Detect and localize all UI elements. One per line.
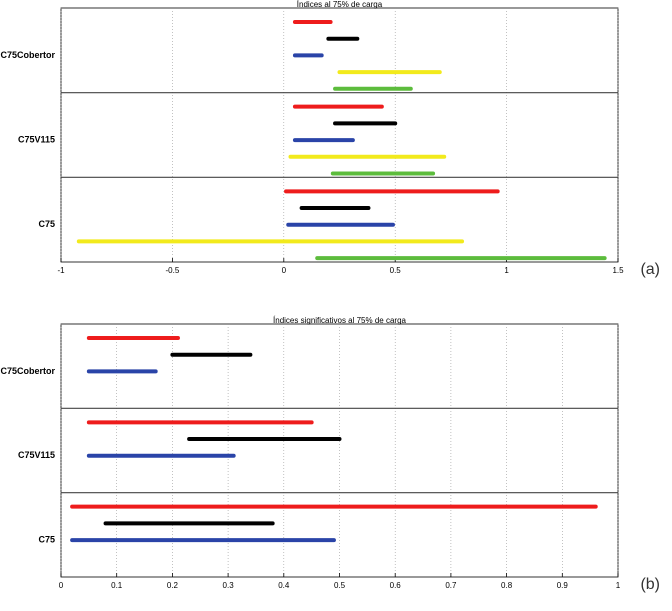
category-label: C75 bbox=[38, 534, 55, 544]
panel-label: (b) bbox=[640, 576, 660, 593]
x-tick-label: 0.1 bbox=[111, 581, 123, 590]
x-tick-label: 0.5 bbox=[390, 266, 402, 275]
chart-title: Índices al 75% de carga bbox=[297, 0, 383, 9]
x-tick-label: -0.5 bbox=[166, 266, 180, 275]
category-label: C75 bbox=[38, 219, 55, 229]
x-tick-label: 0 bbox=[282, 266, 287, 275]
category-label: C75V115 bbox=[18, 134, 55, 144]
x-tick-label: 1.5 bbox=[612, 266, 624, 275]
x-tick-label: 1 bbox=[504, 266, 509, 275]
x-tick-label: 0.5 bbox=[334, 581, 346, 590]
x-tick-label: 0.8 bbox=[501, 581, 513, 590]
x-tick-label: 0 bbox=[59, 581, 64, 590]
x-tick-label: 0.9 bbox=[557, 581, 569, 590]
x-tick-label: -1 bbox=[57, 266, 65, 275]
category-label: C75Cobertor bbox=[0, 50, 55, 60]
x-tick-label: 0.7 bbox=[445, 581, 457, 590]
plot-area bbox=[60, 7, 619, 263]
x-tick-label: 0.3 bbox=[223, 581, 235, 590]
x-tick-label: 0.4 bbox=[278, 581, 290, 590]
category-label: C75Cobertor bbox=[0, 366, 55, 376]
x-tick-label: 1 bbox=[616, 581, 621, 590]
x-tick-label: 0.6 bbox=[390, 581, 402, 590]
panel-label: (a) bbox=[640, 261, 660, 278]
x-tick-label: 0.2 bbox=[167, 581, 179, 590]
category-label: C75V115 bbox=[18, 450, 55, 460]
chart-title: Índices significativos al 75% de carga bbox=[273, 316, 407, 325]
